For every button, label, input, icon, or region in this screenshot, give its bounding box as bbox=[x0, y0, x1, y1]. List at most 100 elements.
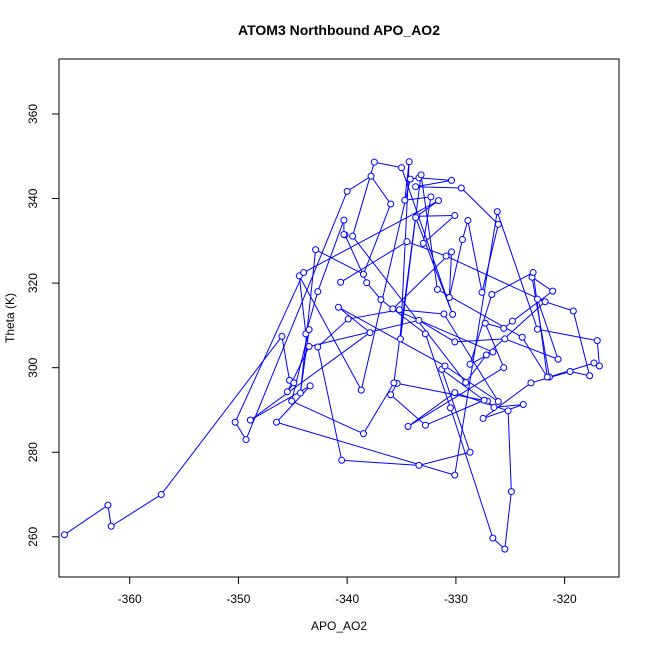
data-point bbox=[464, 217, 472, 225]
data-point bbox=[490, 403, 498, 411]
data-point bbox=[305, 326, 313, 334]
data-point bbox=[334, 303, 342, 311]
series-line-segment bbox=[537, 328, 598, 342]
data-point bbox=[421, 421, 429, 429]
data-point bbox=[586, 372, 594, 380]
series-line-segment bbox=[399, 217, 417, 339]
series-line-segment bbox=[404, 196, 431, 201]
data-point bbox=[518, 333, 526, 341]
data-point bbox=[337, 278, 345, 286]
data-point bbox=[442, 252, 450, 260]
data-point bbox=[494, 220, 502, 228]
x-tick-label: -320 bbox=[553, 592, 577, 606]
data-point bbox=[272, 418, 280, 426]
data-point bbox=[363, 279, 371, 287]
series-line-segment bbox=[441, 368, 485, 401]
series-line-segment bbox=[110, 494, 162, 527]
data-point bbox=[493, 208, 501, 216]
data-point bbox=[107, 522, 115, 530]
data-point bbox=[494, 398, 502, 406]
data-point bbox=[343, 187, 351, 195]
data-point bbox=[480, 396, 488, 404]
series-line-segment bbox=[443, 313, 499, 402]
data-point bbox=[441, 362, 449, 370]
data-point bbox=[549, 287, 557, 295]
data-point bbox=[406, 175, 414, 183]
series-line-segment bbox=[338, 306, 371, 333]
series-line-segment bbox=[317, 318, 349, 348]
plot-frame bbox=[58, 58, 620, 578]
data-point bbox=[543, 373, 551, 381]
series-line-segment bbox=[276, 421, 455, 476]
series-line-segment bbox=[504, 491, 512, 550]
data-point bbox=[415, 316, 423, 324]
series-line-segment bbox=[531, 276, 553, 292]
series-line-segment bbox=[363, 382, 395, 434]
data-point bbox=[401, 196, 409, 204]
series-line-segment bbox=[374, 161, 402, 169]
series-line-segment bbox=[496, 211, 538, 330]
series-line-segment bbox=[250, 332, 371, 421]
data-point bbox=[504, 407, 512, 415]
data-point bbox=[595, 362, 603, 370]
series-line-segment bbox=[504, 338, 559, 360]
y-axis: 260 280 300 320 340 360 bbox=[26, 104, 60, 547]
data-point bbox=[231, 418, 239, 426]
series-line-segment bbox=[444, 365, 499, 402]
series-line-segment bbox=[107, 505, 112, 527]
series-line-segment bbox=[338, 306, 446, 367]
series-line-segment bbox=[401, 167, 454, 315]
series-line-segment bbox=[399, 309, 444, 315]
data-point bbox=[387, 391, 395, 399]
data-point bbox=[457, 184, 465, 192]
data-point bbox=[417, 171, 425, 179]
data-point bbox=[448, 176, 456, 184]
data-point bbox=[501, 545, 509, 553]
data-point bbox=[590, 359, 598, 367]
data-point bbox=[412, 214, 420, 222]
series-line-segment bbox=[308, 319, 420, 348]
y-tick-label: 320 bbox=[26, 273, 40, 293]
x-tick-label: -340 bbox=[335, 592, 359, 606]
data-point bbox=[593, 337, 601, 345]
y-tick-label: 340 bbox=[26, 188, 40, 208]
data-point bbox=[433, 285, 441, 293]
data-point bbox=[533, 295, 541, 303]
data-point bbox=[489, 534, 497, 542]
data-point bbox=[488, 291, 496, 299]
series-line-segment bbox=[460, 187, 499, 225]
data-point bbox=[466, 448, 474, 456]
data-point bbox=[500, 324, 508, 332]
data-point bbox=[458, 236, 466, 244]
data-point bbox=[451, 338, 459, 346]
series-line-segment bbox=[317, 346, 343, 461]
series-line-segment bbox=[424, 333, 451, 409]
data-point bbox=[451, 389, 459, 397]
data-point bbox=[404, 422, 412, 430]
series-line-segment bbox=[416, 214, 455, 217]
series-line-segment bbox=[467, 220, 483, 293]
series-line-segment bbox=[418, 319, 456, 343]
data-point bbox=[377, 296, 385, 304]
data-point bbox=[440, 310, 448, 318]
data-point bbox=[448, 248, 456, 256]
data-point bbox=[508, 317, 516, 325]
data-point bbox=[527, 379, 535, 387]
series-line-segment bbox=[366, 282, 382, 300]
data-point bbox=[500, 364, 508, 372]
series-line-segment bbox=[491, 272, 534, 295]
series-line-segment bbox=[299, 249, 317, 394]
series-line-segment bbox=[448, 251, 453, 298]
data-point bbox=[519, 400, 527, 408]
series-line-segment bbox=[160, 336, 283, 495]
data-point bbox=[349, 232, 357, 240]
data-point bbox=[340, 230, 348, 238]
data-point bbox=[481, 319, 489, 327]
series-line-segment bbox=[416, 200, 439, 217]
data-point bbox=[246, 416, 254, 424]
data-point bbox=[412, 183, 420, 191]
series-line-segment bbox=[420, 174, 438, 290]
data-point bbox=[288, 397, 296, 405]
series-line-segment bbox=[486, 301, 546, 356]
data-point bbox=[479, 414, 487, 422]
